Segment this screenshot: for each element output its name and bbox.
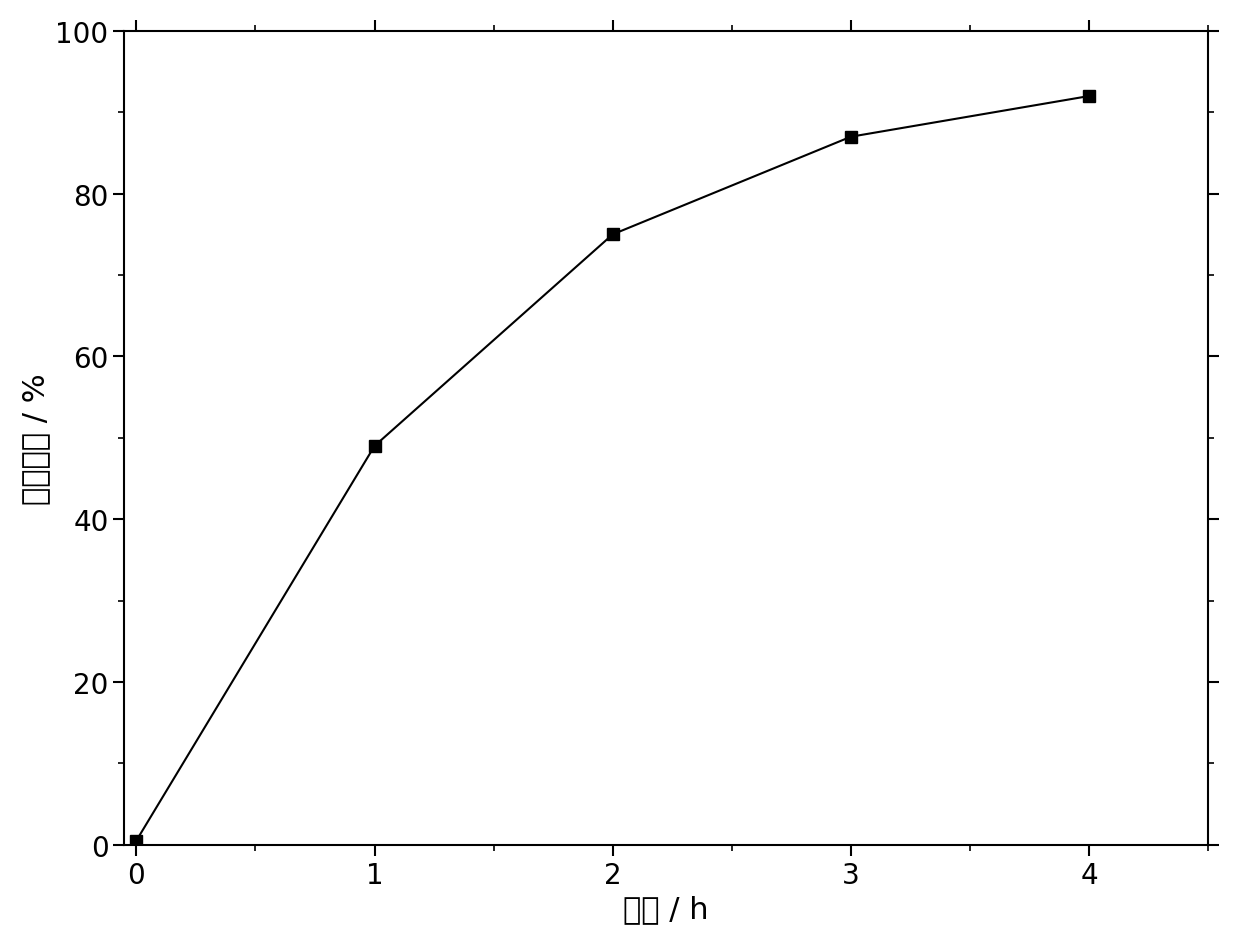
X-axis label: 时间 / h: 时间 / h xyxy=(624,894,709,923)
Y-axis label: 砥溢出率 / %: 砥溢出率 / % xyxy=(21,373,50,504)
